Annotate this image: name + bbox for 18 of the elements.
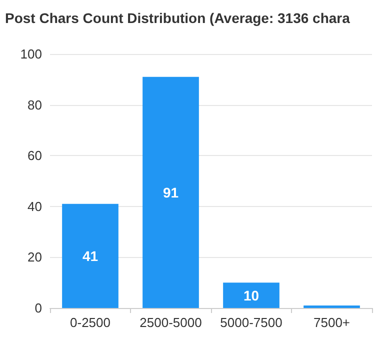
x-tick-label: 2500-5000: [140, 315, 202, 330]
data-label: 41: [82, 248, 98, 264]
x-tick-label: 7500+: [313, 315, 350, 330]
y-tick-label: 100: [20, 46, 42, 62]
y-tick-label: 40: [28, 198, 42, 214]
x-tick-label: 5000-7500: [220, 315, 282, 330]
x-tick-label: 0-2500: [70, 315, 110, 330]
y-tick-label: 0: [34, 300, 42, 316]
chart-title: Post Chars Count Distribution (Average: 3136 chara: [5, 10, 350, 26]
bar: [304, 305, 360, 308]
y-tick-label: 60: [28, 148, 42, 164]
y-tick-label: 20: [28, 250, 42, 265]
bar: [62, 204, 118, 308]
data-label: 10: [243, 287, 260, 304]
bar: [142, 76, 199, 308]
data-label: 91: [162, 184, 179, 200]
bar: [223, 282, 280, 308]
y-tick-label: 80: [28, 97, 42, 112]
